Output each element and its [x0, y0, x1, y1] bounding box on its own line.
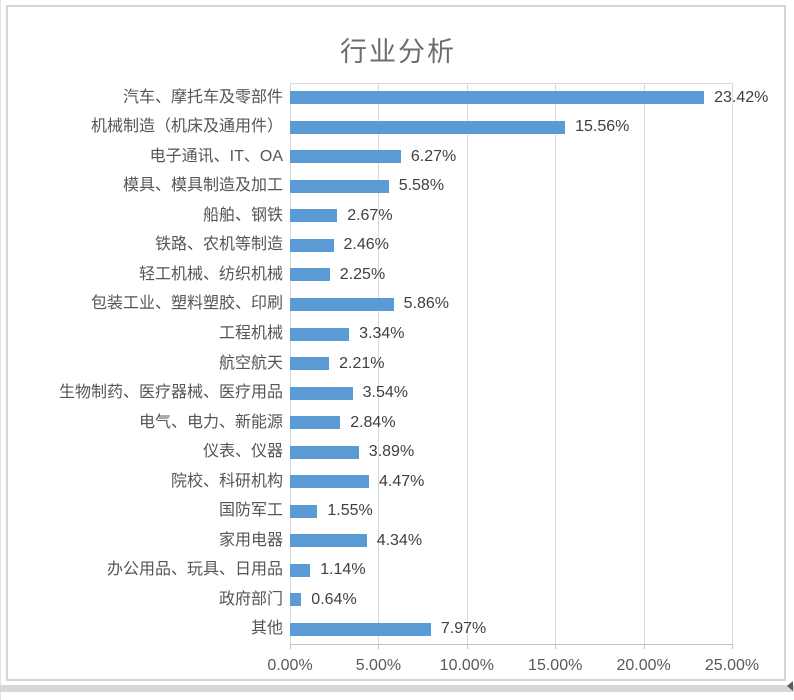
value-label: 0.64%	[311, 590, 357, 608]
bar[interactable]	[290, 563, 311, 577]
bar[interactable]	[290, 268, 330, 282]
sheet-left-edge-line	[0, 0, 1, 700]
category-label: 生物制药、医疗器械、医疗用品	[58, 384, 283, 401]
value-label: 3.34%	[359, 325, 405, 342]
category-label: 电气、电力、新能源	[138, 413, 283, 431]
bar[interactable]	[290, 593, 302, 607]
axis-tick	[732, 644, 733, 649]
bar[interactable]	[290, 534, 367, 548]
category-label: 机械制造（机床及通用件）	[90, 118, 283, 136]
value-label: 4.34%	[376, 531, 423, 549]
value-label: 1.14%	[320, 561, 366, 579]
plot-area: 0.00% 5.00% 10.00% 15.00% 20.00% 25.00% 汽车、摩托车…	[59, 83, 768, 674]
bar[interactable]	[290, 622, 431, 636]
bar[interactable]	[290, 209, 338, 223]
gridline	[732, 83, 733, 644]
axis-tick	[555, 644, 557, 649]
value-label: 2.21%	[339, 354, 385, 372]
x-axis-tick-label: 0.00%	[267, 657, 313, 674]
bar[interactable]	[290, 416, 341, 430]
bar[interactable]	[290, 445, 359, 459]
bar[interactable]	[290, 238, 334, 252]
value-label: 5.58%	[398, 177, 445, 195]
value-label: 4.47%	[379, 472, 425, 490]
chart-title: 行业分析	[340, 37, 456, 67]
gridline	[378, 83, 380, 644]
axis-tick	[643, 644, 645, 649]
bar[interactable]	[290, 120, 566, 134]
category-label: 轻工机械、纺织机械	[138, 265, 283, 283]
gridline	[466, 83, 468, 644]
bar[interactable]	[290, 179, 389, 193]
value-label: 6.27%	[410, 147, 457, 165]
value-label: 2.46%	[343, 236, 389, 254]
value-label: 2.25%	[339, 265, 386, 283]
value-label: 15.56%	[575, 118, 630, 136]
category-label: 政府部门	[218, 590, 283, 608]
gridline	[643, 83, 645, 644]
bar[interactable]	[290, 297, 394, 311]
axis-tick	[378, 644, 380, 649]
axis-tick	[466, 644, 468, 649]
x-axis-line	[290, 644, 732, 645]
bar[interactable]	[290, 327, 350, 341]
bar[interactable]	[290, 386, 353, 400]
bar[interactable]	[290, 504, 318, 518]
category-label: 办公用品、玩具、日用品	[106, 561, 283, 579]
value-label: 23.42%	[714, 88, 769, 106]
axis-tick	[290, 644, 291, 649]
category-label: 仪表、仪器	[202, 443, 283, 461]
value-label: 5.86%	[403, 295, 449, 313]
x-axis-tick-label: 15.00%	[528, 657, 583, 674]
value-label: 1.55%	[327, 502, 373, 520]
bar[interactable]	[290, 357, 330, 370]
x-axis-tick-label: 25.00%	[704, 657, 760, 674]
category-label: 家用电器	[218, 531, 283, 549]
sheet-bottom-edge	[0, 685, 794, 692]
category-label: 汽车、摩托车及零部件	[122, 88, 283, 106]
category-label: 工程机械	[218, 325, 283, 342]
x-axis-tick-label: 10.00%	[439, 657, 494, 674]
value-label: 7.97%	[440, 620, 487, 638]
bar[interactable]	[290, 475, 369, 489]
value-label: 3.89%	[368, 443, 415, 461]
category-label: 模具、模具制造及加工	[122, 177, 283, 195]
bar[interactable]	[290, 150, 401, 164]
gridline	[555, 83, 557, 644]
plot-top-border	[290, 83, 732, 84]
value-label: 2.67%	[347, 206, 393, 224]
category-label: 航空航天	[218, 354, 283, 372]
category-label: 院校、科研机构	[170, 472, 283, 490]
category-label: 其他	[250, 620, 283, 638]
x-axis-tick-label: 20.00%	[616, 657, 671, 674]
value-label: 3.54%	[362, 384, 408, 401]
value-label: 2.84%	[350, 413, 396, 431]
category-label: 船舶、钢铁	[202, 206, 283, 224]
bar[interactable]	[290, 91, 705, 105]
scroll-corner-arrow-icon	[787, 681, 793, 691]
industry-analysis-chart[interactable]: 行业分析 0.00% 5.00% 10.00% 15.00% 20.00% 25.00% 汽…	[6, 5, 786, 681]
x-axis-tick-label: 5.00%	[355, 657, 402, 674]
category-label: 铁路、农机等制造	[154, 236, 283, 254]
category-label: 国防军工	[218, 502, 283, 520]
category-label: 包装工业、塑料塑胶、印刷	[90, 295, 283, 313]
category-label: 电子通讯、IT、OA	[149, 147, 283, 165]
